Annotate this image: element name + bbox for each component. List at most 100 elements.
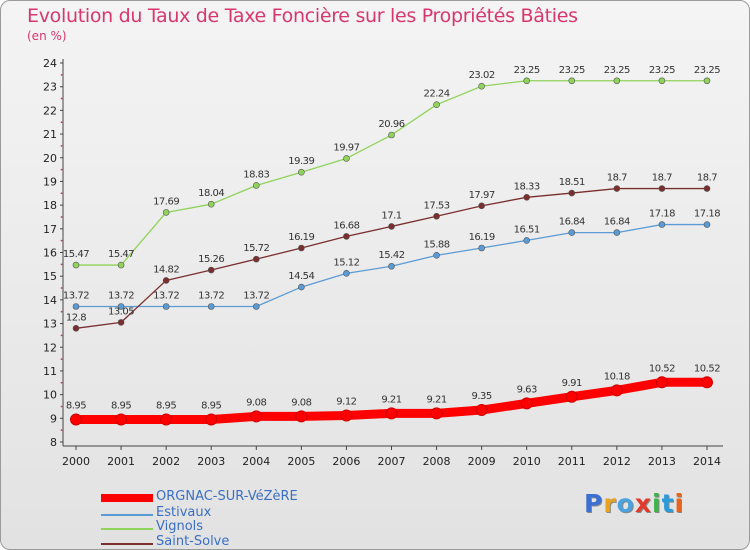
data-label: 13.72 <box>108 291 134 302</box>
data-point <box>250 410 263 423</box>
data-label: 17.69 <box>153 196 179 207</box>
data-point <box>207 303 215 310</box>
data-label: 15.26 <box>198 254 224 265</box>
y-minor-tick <box>60 168 63 171</box>
x-tick-label: 2001 <box>107 455 135 468</box>
data-point <box>565 390 578 403</box>
data-label: 17.97 <box>469 190 495 201</box>
data-label: 17.18 <box>694 209 720 220</box>
y-minor-tick <box>60 192 63 195</box>
data-point <box>385 407 398 420</box>
data-point <box>162 303 170 310</box>
data-point <box>252 303 260 310</box>
data-point <box>205 413 218 426</box>
data-label: 15.42 <box>378 250 404 261</box>
data-label: 16.19 <box>288 232 314 243</box>
legend-label: Saint-Solve <box>156 534 230 549</box>
legend-swatch <box>101 494 153 502</box>
data-point <box>388 223 395 230</box>
x-tick-label: 2007 <box>378 455 406 468</box>
data-point <box>162 277 170 284</box>
data-label: 10.52 <box>694 363 720 374</box>
x-tick-label: 2014 <box>693 455 721 468</box>
y-tick-label: 15 <box>43 270 57 283</box>
data-point <box>613 229 621 236</box>
data-label: 18.51 <box>559 177 585 188</box>
data-point <box>117 261 125 269</box>
x-tick-label: 2003 <box>197 455 225 468</box>
data-label: 23.25 <box>604 65 630 76</box>
y-minor-tick <box>60 287 63 289</box>
data-label: 13.05 <box>108 306 134 317</box>
data-point <box>658 185 666 192</box>
y-minor-tick <box>60 239 63 242</box>
data-label: 19.39 <box>288 156 314 167</box>
data-point <box>520 397 533 410</box>
data-label: 15.47 <box>108 249 134 260</box>
data-point <box>610 384 623 397</box>
y-minor-tick <box>60 358 63 360</box>
y-tick-label: 23 <box>43 81 57 94</box>
y-minor-tick <box>60 429 63 432</box>
data-point <box>568 77 576 85</box>
legend-swatch <box>101 543 153 545</box>
logo-letter: i <box>674 489 685 518</box>
data-point <box>252 255 260 263</box>
data-point <box>433 252 440 259</box>
data-point <box>343 155 350 162</box>
x-tick-label: 2008 <box>423 455 451 468</box>
data-label: 8.95 <box>201 400 221 411</box>
data-point <box>298 244 305 252</box>
y-tick-label: 22 <box>43 104 57 117</box>
data-point <box>568 229 576 236</box>
data-label: 17.1 <box>381 210 401 221</box>
legend-label: Estivaux <box>156 505 212 520</box>
data-point <box>433 212 440 220</box>
chart-title: Evolution du Taux de Taxe Foncière sur l… <box>27 5 578 27</box>
x-tick-label: 2012 <box>603 455 631 468</box>
data-label: 16.51 <box>514 224 540 235</box>
data-point <box>160 413 173 426</box>
data-point <box>613 185 621 192</box>
data-point <box>658 77 666 85</box>
x-tick-label: 2013 <box>648 455 676 468</box>
data-label: 18.7 <box>652 173 672 184</box>
data-point <box>207 200 215 208</box>
y-tick-label: 18 <box>43 199 57 212</box>
logo-letter: t <box>661 489 675 518</box>
data-label: 23.25 <box>649 65 675 76</box>
data-label: 15.88 <box>424 239 450 250</box>
y-tick-label: 10 <box>43 389 57 402</box>
data-label: 18.83 <box>243 169 269 180</box>
data-point <box>115 413 128 426</box>
data-label: 16.19 <box>469 232 495 243</box>
data-label: 14.54 <box>288 271 314 282</box>
logo-letter: i <box>652 489 662 518</box>
data-label: 9.21 <box>426 394 446 405</box>
data-point <box>523 77 531 85</box>
data-point <box>658 221 666 228</box>
y-minor-tick <box>60 405 63 408</box>
data-point <box>478 244 485 252</box>
data-label: 18.33 <box>514 181 540 192</box>
logo-letter: r <box>603 489 617 518</box>
data-point <box>568 189 576 197</box>
proxiti-logo: Proxiti <box>584 489 684 518</box>
data-point <box>703 185 711 192</box>
data-label: 15.47 <box>63 249 89 260</box>
data-label: 23.02 <box>469 70 495 81</box>
data-label: 9.12 <box>336 396 356 407</box>
y-minor-tick <box>60 97 63 100</box>
y-tick-label: 17 <box>43 223 57 236</box>
data-label: 8.95 <box>66 400 86 411</box>
data-label: 9.35 <box>472 391 492 402</box>
data-point <box>298 283 305 291</box>
data-label: 18.04 <box>198 188 224 199</box>
y-tick-label: 21 <box>43 128 57 141</box>
legend-label: Vignols <box>156 519 204 534</box>
data-label: 13.72 <box>63 291 89 302</box>
y-tick-label: 12 <box>43 341 57 354</box>
legend-swatch <box>101 528 153 530</box>
logo-letter: x <box>634 489 652 518</box>
data-label: 9.63 <box>517 384 537 395</box>
